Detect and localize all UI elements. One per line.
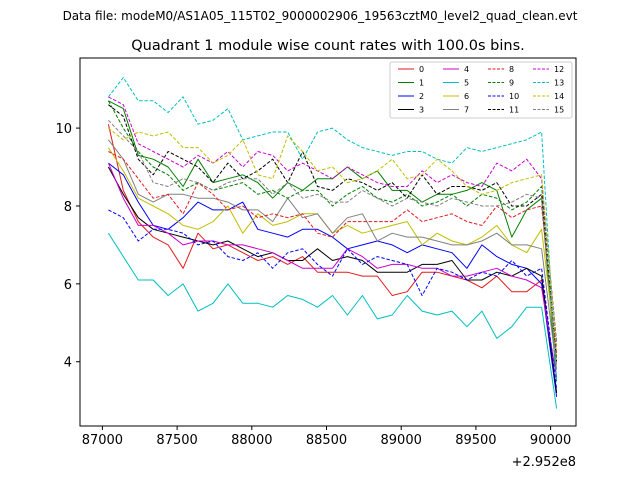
legend-label-3: 3 — [419, 106, 424, 115]
x-tick-label: 88500 — [306, 433, 347, 448]
x-axis: 87000 87500 88000 88500 89000 89500 90000 — [82, 426, 571, 448]
x-tick-label: 88000 — [231, 433, 272, 448]
series-line-5 — [107, 232, 558, 409]
x-tick-label: 89500 — [455, 433, 496, 448]
series-line-8 — [108, 151, 558, 355]
chart-suptitle: Data file: modeM0/AS1A05_115T02_90000029… — [63, 9, 578, 23]
legend-label-15: 15 — [554, 106, 564, 115]
legend-label-13: 13 — [554, 79, 564, 88]
x-offset-label: +2.952e8 — [512, 455, 576, 470]
x-tick-label: 87500 — [156, 433, 197, 448]
legend-label-0: 0 — [419, 65, 424, 74]
legend-label-1: 1 — [419, 79, 424, 88]
legend-label-6: 6 — [464, 92, 469, 101]
y-tick-label: 10 — [55, 122, 72, 137]
series-line-7 — [108, 139, 558, 370]
legend-label-14: 14 — [554, 92, 564, 101]
series-line-11 — [108, 104, 558, 362]
legend-box — [389, 61, 573, 119]
series-line-13 — [108, 77, 558, 382]
series-lines — [107, 77, 558, 409]
x-tick-label: 89000 — [381, 433, 422, 448]
series-line-3 — [107, 166, 558, 393]
series-line-0 — [107, 124, 558, 393]
legend-label-2: 2 — [419, 92, 424, 101]
legend-label-5: 5 — [464, 79, 469, 88]
legend-label-8: 8 — [509, 65, 514, 74]
legend-label-7: 7 — [464, 106, 469, 115]
y-axis: 4 6 8 10 — [55, 122, 80, 371]
legend-label-4: 4 — [464, 65, 469, 74]
series-line-4 — [107, 162, 558, 378]
legend-label-9: 9 — [509, 79, 514, 88]
series-line-2 — [108, 162, 558, 397]
legend-label-11: 11 — [509, 106, 519, 115]
plot-frame — [79, 57, 577, 427]
series-line-14 — [108, 127, 558, 351]
y-tick-label: 8 — [64, 200, 72, 215]
legend-label-12: 12 — [554, 65, 564, 74]
series-line-15 — [108, 119, 558, 366]
x-tick-label: 87000 — [82, 433, 123, 448]
chart-title: Quadrant 1 module wise count rates with … — [131, 38, 525, 54]
y-tick-label: 4 — [64, 356, 72, 371]
legend-label-10: 10 — [509, 92, 519, 101]
y-tick-label: 6 — [64, 278, 72, 293]
x-tick-label: 90000 — [530, 433, 571, 448]
series-line-12 — [108, 96, 558, 347]
series-line-10 — [108, 209, 558, 390]
